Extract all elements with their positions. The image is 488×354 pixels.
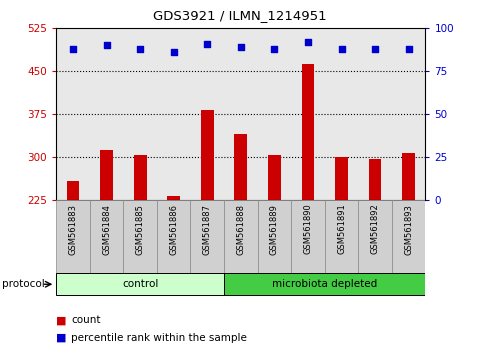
Bar [56, 273, 224, 295]
Bar [90, 200, 123, 274]
Text: ■: ■ [56, 333, 66, 343]
Text: GSM561885: GSM561885 [135, 204, 144, 255]
Point [102, 43, 110, 48]
Text: GSM561889: GSM561889 [269, 204, 278, 255]
Bar [123, 200, 157, 274]
Point [304, 39, 311, 45]
Bar [301, 64, 314, 329]
Bar [368, 159, 381, 329]
Bar [56, 200, 90, 274]
Bar [257, 200, 290, 274]
Text: GSM561888: GSM561888 [236, 204, 245, 255]
Point [337, 46, 345, 52]
Text: GSM561886: GSM561886 [169, 204, 178, 255]
Bar [100, 150, 113, 329]
Bar [224, 200, 257, 274]
Bar [334, 156, 347, 329]
Text: GSM561887: GSM561887 [203, 204, 211, 255]
Text: percentile rank within the sample: percentile rank within the sample [71, 333, 246, 343]
Bar [134, 155, 146, 329]
Bar [66, 181, 79, 329]
Point [136, 46, 144, 52]
Bar [224, 273, 425, 295]
Bar [234, 134, 247, 329]
Text: GSM561890: GSM561890 [303, 204, 312, 255]
Point [69, 46, 77, 52]
Bar [201, 110, 213, 329]
Bar [324, 200, 358, 274]
Text: GSM561891: GSM561891 [336, 204, 346, 255]
Point [203, 41, 211, 47]
Bar [358, 200, 391, 274]
Point [236, 44, 244, 50]
Text: control: control [122, 279, 158, 289]
Bar [167, 196, 180, 329]
Bar [190, 200, 224, 274]
Bar [267, 155, 280, 329]
Text: GSM561883: GSM561883 [68, 204, 78, 255]
Bar [402, 153, 414, 329]
Text: GSM561884: GSM561884 [102, 204, 111, 255]
Point [169, 50, 177, 55]
Text: count: count [71, 315, 100, 325]
Point [404, 46, 412, 52]
Text: GDS3921 / ILMN_1214951: GDS3921 / ILMN_1214951 [152, 9, 326, 22]
Text: protocol: protocol [2, 279, 45, 289]
Bar [157, 200, 190, 274]
Text: microbiota depleted: microbiota depleted [271, 279, 377, 289]
Point [270, 46, 278, 52]
Bar [290, 200, 324, 274]
Text: GSM561893: GSM561893 [403, 204, 412, 255]
Bar [391, 200, 425, 274]
Point [370, 46, 378, 52]
Text: GSM561892: GSM561892 [370, 204, 379, 255]
Text: ■: ■ [56, 315, 66, 325]
